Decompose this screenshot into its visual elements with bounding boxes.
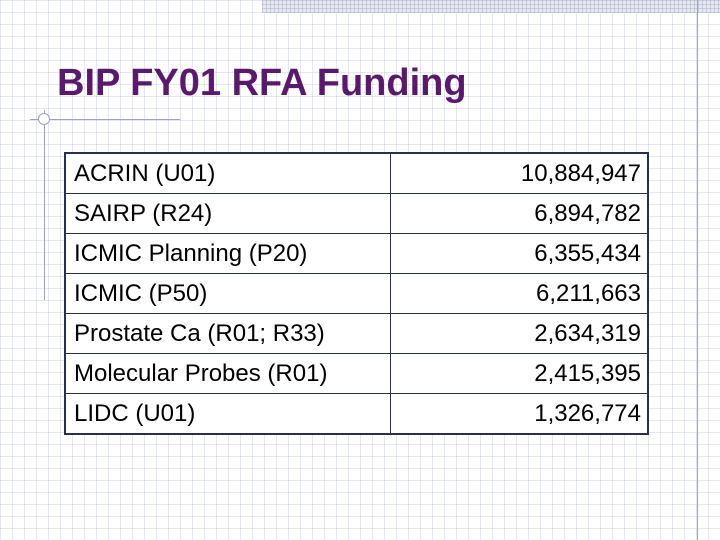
funding-amount-cell: 2,415,395 [390,353,649,394]
program-name-cell: SAIRP (R24) [64,193,391,234]
decorative-right-rule [697,0,698,540]
funding-amount-cell: 1,326,774 [390,393,649,435]
slide-title: BIP FY01 RFA Funding [57,62,467,104]
program-name-cell: Prostate Ca (R01; R33) [64,313,391,354]
table-row: Prostate Ca (R01; R33) 2,634,319 [64,313,649,354]
title-underline [30,119,180,120]
funding-amount-cell: 6,355,434 [390,233,649,274]
decorative-top-band [262,0,720,13]
funding-amount-cell: 6,211,663 [390,273,649,314]
program-name-cell: LIDC (U01) [64,393,391,435]
funding-amount-cell: 2,634,319 [390,313,649,354]
funding-amount-cell: 10,884,947 [390,152,649,194]
funding-amount-cell: 6,894,782 [390,193,649,234]
program-name-cell: ICMIC (P50) [64,273,391,314]
program-name-cell: Molecular Probes (R01) [64,353,391,394]
table-row: ICMIC Planning (P20) 6,355,434 [64,233,649,274]
table-row: LIDC (U01) 1,326,774 [64,393,649,435]
program-name-cell: ACRIN (U01) [64,152,391,194]
table-row: Molecular Probes (R01) 2,415,395 [64,353,649,394]
crosshair-circle-icon [38,113,50,125]
table-row: ICMIC (P50) 6,211,663 [64,273,649,314]
table-row: SAIRP (R24) 6,894,782 [64,193,649,234]
program-name-cell: ICMIC Planning (P20) [64,233,391,274]
decorative-left-rule [44,110,45,300]
funding-table: ACRIN (U01) 10,884,947 SAIRP (R24) 6,894… [64,152,649,435]
table-row: ACRIN (U01) 10,884,947 [64,152,649,194]
